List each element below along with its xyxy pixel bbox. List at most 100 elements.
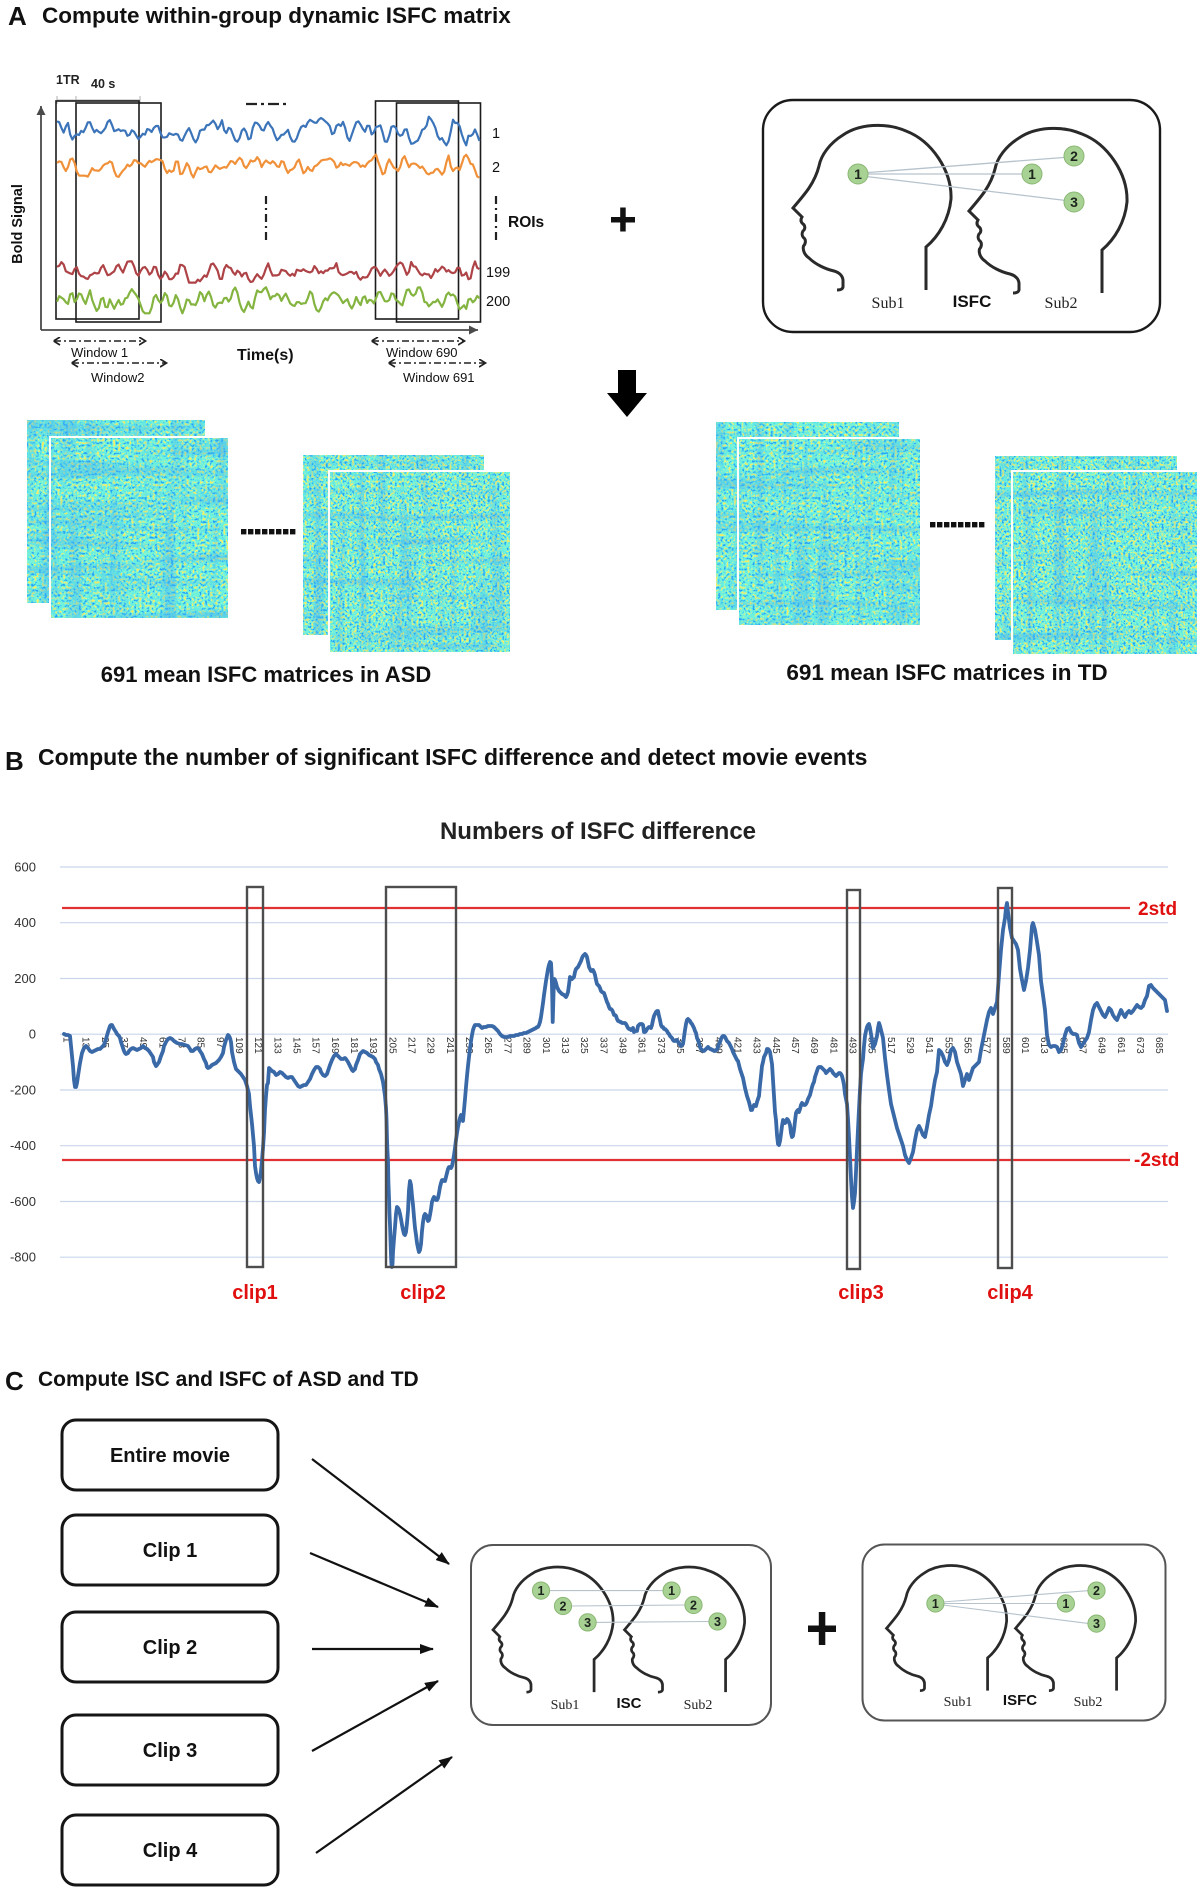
svg-text:337: 337 [597, 1037, 608, 1054]
svg-text:691 mean ISFC matrices in TD: 691 mean ISFC matrices in TD [786, 660, 1107, 685]
svg-text:1: 1 [61, 1037, 72, 1043]
svg-text:Compute ISC and ISFC of ASD an: Compute ISC and ISFC of ASD and TD [38, 1368, 419, 1391]
svg-text:200: 200 [486, 294, 510, 310]
svg-text:200: 200 [14, 971, 36, 986]
svg-text:clip2: clip2 [400, 1282, 446, 1304]
svg-text:1: 1 [538, 1584, 545, 1598]
svg-text:Numbers of ISFC difference: Numbers of ISFC difference [440, 818, 756, 845]
svg-text:157: 157 [310, 1037, 321, 1054]
svg-text:2: 2 [492, 160, 500, 176]
svg-text:ISFC: ISFC [953, 292, 992, 311]
svg-text:373: 373 [655, 1037, 666, 1054]
svg-text:37: 37 [118, 1037, 129, 1049]
svg-text:1: 1 [932, 1597, 939, 1611]
svg-text:517: 517 [885, 1037, 896, 1054]
svg-text:445: 445 [770, 1037, 781, 1054]
svg-text:Window 1: Window 1 [71, 345, 128, 360]
svg-text:469: 469 [808, 1037, 819, 1054]
svg-text:3: 3 [1070, 194, 1078, 210]
svg-text:481: 481 [827, 1037, 838, 1054]
svg-text:349: 349 [616, 1037, 627, 1054]
svg-text:1: 1 [492, 126, 500, 142]
svg-text:289: 289 [521, 1037, 532, 1054]
svg-text:400: 400 [14, 915, 36, 930]
svg-text:421: 421 [732, 1037, 743, 1054]
svg-text:97: 97 [214, 1037, 225, 1049]
svg-text:-600: -600 [10, 1194, 36, 1209]
svg-text:277: 277 [501, 1037, 512, 1054]
svg-text:2std: 2std [1138, 899, 1177, 920]
svg-text:433: 433 [751, 1037, 762, 1054]
svg-text:121: 121 [252, 1037, 263, 1054]
svg-text:B: B [5, 746, 24, 776]
svg-text:Sub1: Sub1 [872, 295, 905, 312]
svg-text:85: 85 [195, 1037, 206, 1049]
svg-text:313: 313 [559, 1037, 570, 1054]
svg-text:Bold Signal: Bold Signal [10, 184, 26, 264]
svg-text:229: 229 [425, 1037, 436, 1054]
svg-text:Entire movie: Entire movie [110, 1445, 230, 1467]
svg-text:193: 193 [367, 1037, 378, 1054]
svg-text:565: 565 [962, 1037, 973, 1054]
svg-text:1: 1 [1028, 166, 1036, 182]
svg-text:Compute the number of signific: Compute the number of significant ISFC d… [38, 744, 867, 770]
svg-text:13: 13 [80, 1037, 91, 1049]
svg-text:169: 169 [329, 1037, 340, 1054]
svg-text:325: 325 [578, 1037, 589, 1054]
svg-text:0: 0 [29, 1027, 36, 1042]
svg-text:589: 589 [1000, 1037, 1011, 1054]
svg-text:109: 109 [233, 1037, 244, 1054]
svg-text:600: 600 [14, 860, 36, 875]
svg-text:199: 199 [486, 265, 510, 281]
svg-text:1TR: 1TR [56, 73, 80, 87]
svg-text:Clip 4: Clip 4 [143, 1840, 198, 1862]
svg-text:361: 361 [636, 1037, 647, 1054]
svg-text:2: 2 [690, 1599, 697, 1613]
svg-text:601: 601 [1019, 1037, 1030, 1054]
svg-text:265: 265 [482, 1037, 493, 1054]
svg-text:Window2: Window2 [91, 370, 144, 385]
svg-text:61: 61 [156, 1037, 167, 1049]
svg-text:Sub1: Sub1 [551, 1698, 580, 1713]
svg-text:Clip 1: Clip 1 [143, 1540, 197, 1562]
svg-text:241: 241 [444, 1037, 455, 1054]
svg-text:301: 301 [540, 1037, 551, 1054]
svg-text:181: 181 [348, 1037, 359, 1054]
svg-text:A: A [8, 1, 27, 31]
svg-text:2: 2 [1070, 148, 1078, 164]
svg-text:649: 649 [1096, 1037, 1107, 1054]
svg-text:145: 145 [291, 1037, 302, 1054]
svg-text:661: 661 [1115, 1037, 1126, 1054]
svg-text:40 s: 40 s [91, 77, 115, 91]
svg-text:49: 49 [137, 1037, 148, 1049]
svg-text:clip3: clip3 [838, 1282, 884, 1304]
svg-text:-200: -200 [10, 1083, 36, 1098]
svg-text:553: 553 [942, 1037, 953, 1054]
svg-text:ISC: ISC [616, 1695, 641, 1712]
svg-text:clip4: clip4 [987, 1282, 1033, 1304]
svg-text:457: 457 [789, 1037, 800, 1054]
svg-text:-800: -800 [10, 1250, 36, 1265]
svg-text:-2std: -2std [1134, 1150, 1179, 1171]
svg-text:673: 673 [1134, 1037, 1145, 1054]
svg-text:Sub2: Sub2 [1074, 1695, 1103, 1710]
svg-text:217: 217 [406, 1037, 417, 1054]
svg-text:Sub1: Sub1 [944, 1695, 973, 1710]
svg-text:493: 493 [847, 1037, 858, 1054]
svg-text:1: 1 [1062, 1597, 1069, 1611]
svg-text:613: 613 [1038, 1037, 1049, 1054]
svg-text:Sub2: Sub2 [1045, 295, 1078, 312]
svg-text:ROIs: ROIs [508, 214, 544, 231]
svg-text:685: 685 [1153, 1037, 1164, 1054]
svg-text:529: 529 [904, 1037, 915, 1054]
svg-text:clip1: clip1 [232, 1282, 278, 1304]
svg-text:Window 691: Window 691 [403, 370, 475, 385]
svg-text:Sub2: Sub2 [684, 1698, 713, 1713]
svg-text:-400: -400 [10, 1138, 36, 1153]
svg-text:3: 3 [584, 1616, 591, 1630]
svg-text:3: 3 [1093, 1617, 1100, 1631]
svg-text:691 mean ISFC matrices in ASD: 691 mean ISFC matrices in ASD [101, 662, 432, 687]
svg-text:541: 541 [923, 1037, 934, 1054]
svg-text:3: 3 [714, 1615, 721, 1629]
svg-text:2: 2 [560, 1600, 567, 1614]
